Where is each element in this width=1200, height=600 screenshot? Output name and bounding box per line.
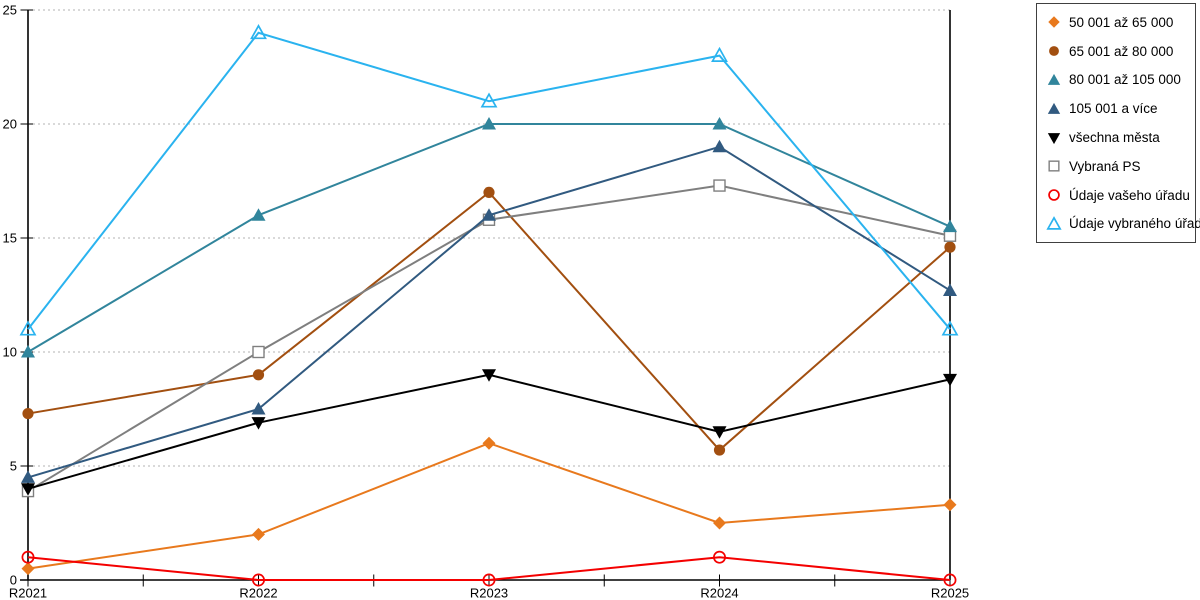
legend-item-label: 65 001 až 80 000 xyxy=(1069,43,1174,59)
legend-marker-icon xyxy=(1048,16,1060,29)
diamond-marker-icon xyxy=(21,562,35,576)
triangle-up-marker-icon xyxy=(941,320,959,336)
legend-marker-icon xyxy=(1049,46,1059,57)
series-line-7 xyxy=(27,31,951,330)
legend-marker-icon xyxy=(1046,216,1062,230)
circle-marker-icon xyxy=(713,550,726,564)
legend-marker-icon xyxy=(1047,132,1061,144)
triangle-up-marker-icon xyxy=(482,117,496,130)
diamond-marker-icon xyxy=(252,527,265,541)
square-marker-icon xyxy=(713,179,726,192)
legend-item-label: všechna města xyxy=(1069,130,1160,146)
triangle-down-marker-icon xyxy=(943,373,957,387)
series-line-4 xyxy=(27,373,951,490)
y-tick-label: 15 xyxy=(3,231,17,246)
circle-marker-icon xyxy=(21,550,35,564)
triangle-up-marker-icon xyxy=(943,283,957,296)
legend-item-6: Údaje vašeho úřadu xyxy=(1046,181,1195,210)
circle-marker-icon xyxy=(22,407,34,420)
triangle-up-marker-icon xyxy=(712,117,727,130)
triangle-up-marker-icon xyxy=(21,470,35,483)
series-line-6 xyxy=(27,556,951,581)
diamond-marker-icon xyxy=(482,436,496,450)
diamond-marker-icon xyxy=(943,498,957,512)
circle-marker-icon xyxy=(252,573,265,587)
triangle-up-marker-icon xyxy=(943,219,957,233)
x-tick-label: R2021 xyxy=(9,586,47,600)
diamond-marker-icon xyxy=(713,516,726,530)
diamond-marker-icon xyxy=(1048,16,1060,29)
triangle-up-marker-icon xyxy=(712,139,727,153)
square-marker-icon xyxy=(1048,160,1060,172)
x-tick-label: R2024 xyxy=(700,586,738,600)
y-tick-label: 10 xyxy=(3,345,17,360)
circle-marker-icon xyxy=(482,573,496,587)
triangle-up-marker-icon xyxy=(250,24,267,40)
legend: 50 001 až 65 000 65 001 až 80 000 80 001 a… xyxy=(1036,3,1200,243)
circle-marker-icon xyxy=(1048,189,1060,201)
circle-marker-icon xyxy=(1049,46,1059,57)
legend-marker-icon xyxy=(1048,189,1060,201)
legend-item-2: 80 001 až 105 000 xyxy=(1046,66,1195,95)
legend-marker-icon xyxy=(1048,160,1060,172)
circle-marker-icon xyxy=(713,444,726,456)
legend-item-label: 80 001 až 105 000 xyxy=(1069,72,1181,88)
triangle-up-marker-icon xyxy=(251,402,266,415)
legend-item-label: Údaje vašeho úřadu xyxy=(1069,187,1190,203)
legend-marker-icon xyxy=(1047,102,1061,114)
legend-item-label: 50 001 až 65 000 xyxy=(1069,14,1174,30)
y-tick-label: 5 xyxy=(10,459,17,474)
triangle-up-marker-icon xyxy=(480,92,498,108)
triangle-up-marker-icon xyxy=(1047,73,1061,85)
legend-item-label: 105 001 a více xyxy=(1069,101,1158,117)
legend-item-3: 105 001 a více xyxy=(1046,94,1195,123)
triangle-down-marker-icon xyxy=(251,417,266,430)
legend-item-4: všechna města xyxy=(1046,123,1195,152)
triangle-up-marker-icon xyxy=(1046,216,1062,230)
triangle-up-marker-icon xyxy=(482,208,496,221)
triangle-down-marker-icon xyxy=(482,369,496,382)
triangle-up-marker-icon xyxy=(21,345,35,358)
legend-item-5: Vybraná PS xyxy=(1046,152,1195,181)
triangle-up-marker-icon xyxy=(711,46,728,62)
x-tick-label: R2023 xyxy=(470,586,508,600)
circle-marker-icon xyxy=(483,186,495,198)
triangle-up-marker-icon xyxy=(19,320,37,336)
triangle-down-marker-icon xyxy=(712,426,727,439)
triangle-down-marker-icon xyxy=(1047,132,1061,144)
y-tick-label: 0 xyxy=(10,573,17,588)
triangle-up-marker-icon xyxy=(1047,102,1061,114)
legend-item-7: Údaje vybraného úřadu xyxy=(1046,210,1200,239)
x-tick-label: R2022 xyxy=(239,586,277,600)
legend-item-0: 50 001 až 65 000 xyxy=(1046,8,1195,37)
legend-marker-icon xyxy=(1047,73,1061,85)
x-tick-label: R2025 xyxy=(931,586,969,600)
series-line-0 xyxy=(27,442,951,570)
y-tick-label: 25 xyxy=(3,3,17,18)
legend-item-1: 65 001 až 80 000 xyxy=(1046,37,1195,66)
circle-marker-icon xyxy=(252,369,265,381)
circle-marker-icon xyxy=(943,573,957,587)
square-marker-icon xyxy=(252,345,265,359)
legend-item-label: Vybraná PS xyxy=(1069,158,1141,174)
triangle-down-marker-icon xyxy=(21,483,35,496)
y-tick-label: 20 xyxy=(3,117,17,132)
legend-item-label: Údaje vybraného úřadu xyxy=(1069,216,1200,232)
circle-marker-icon xyxy=(944,241,956,253)
triangle-up-marker-icon xyxy=(251,208,266,221)
